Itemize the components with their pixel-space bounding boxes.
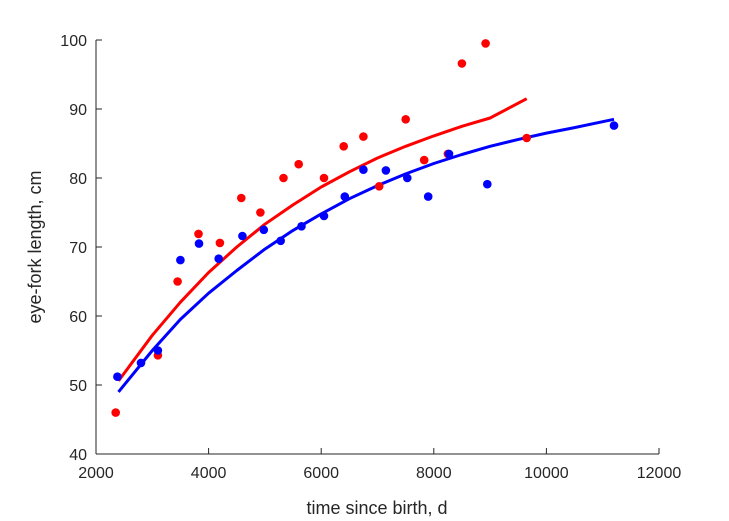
blue-data-point	[238, 231, 247, 241]
red-data-point	[237, 193, 246, 203]
y-tick-label: 80	[69, 171, 87, 188]
blue-data-point	[113, 372, 122, 382]
blue-data-point	[194, 239, 204, 248]
blue-data-point	[423, 192, 433, 201]
y-tick-label: 70	[69, 240, 87, 257]
x-axis-title: time since birth, d	[306, 498, 447, 518]
y-tick-label: 40	[69, 447, 87, 464]
red-data-point	[215, 238, 225, 248]
blue-data-point	[483, 179, 492, 189]
x-tick-label: 12000	[637, 465, 682, 482]
red-data-point	[194, 229, 203, 239]
x-tick-label: 6000	[303, 465, 339, 482]
blue-data-point	[444, 149, 454, 159]
red-data-point	[359, 132, 368, 141]
red-data-point	[111, 408, 120, 417]
red-data-point	[419, 155, 429, 165]
y-tick-label: 60	[69, 309, 87, 326]
x-tick-label: 10000	[524, 465, 569, 482]
red-data-point	[173, 277, 182, 286]
red-data-point	[374, 182, 384, 191]
blue-data-point	[176, 255, 185, 265]
x-tick-label: 8000	[416, 465, 452, 482]
axes: 2000 4000 6000 8000 10000 12000 40 50 60 70 80 90 10…	[60, 33, 681, 482]
red-data-point	[457, 59, 467, 68]
red-data-point	[279, 173, 288, 183]
red-data-point	[522, 133, 531, 143]
y-axis-title: eye-fork length, cm	[25, 170, 45, 323]
red-data-point	[256, 208, 265, 217]
blue-data-point	[153, 346, 163, 355]
red-data-point	[481, 39, 490, 48]
red-data-point	[339, 142, 349, 151]
red-data-point	[294, 159, 304, 169]
x-tick-label: 4000	[191, 465, 227, 482]
x-tick-label: 2000	[78, 465, 114, 482]
blue-data-point	[136, 358, 146, 368]
blue-data-point	[319, 211, 329, 221]
y-tick-label: 90	[69, 102, 87, 119]
blue-data-point	[359, 165, 368, 174]
red-data-point	[401, 115, 411, 124]
blue-data-point	[340, 192, 350, 201]
blue-data-point	[381, 166, 391, 175]
red-data-point	[319, 173, 329, 183]
red-fit-line	[117, 97, 528, 382]
plot-area	[111, 39, 619, 417]
blue-data-point	[259, 225, 269, 235]
blue-data-point	[276, 236, 286, 246]
y-tick-label: 50	[69, 378, 87, 395]
blue-data-point	[214, 254, 223, 263]
y-tick-label: 100	[60, 33, 87, 50]
blue-data-point	[609, 121, 619, 130]
blue-data-point	[403, 173, 412, 183]
blue-data-point	[297, 222, 306, 231]
